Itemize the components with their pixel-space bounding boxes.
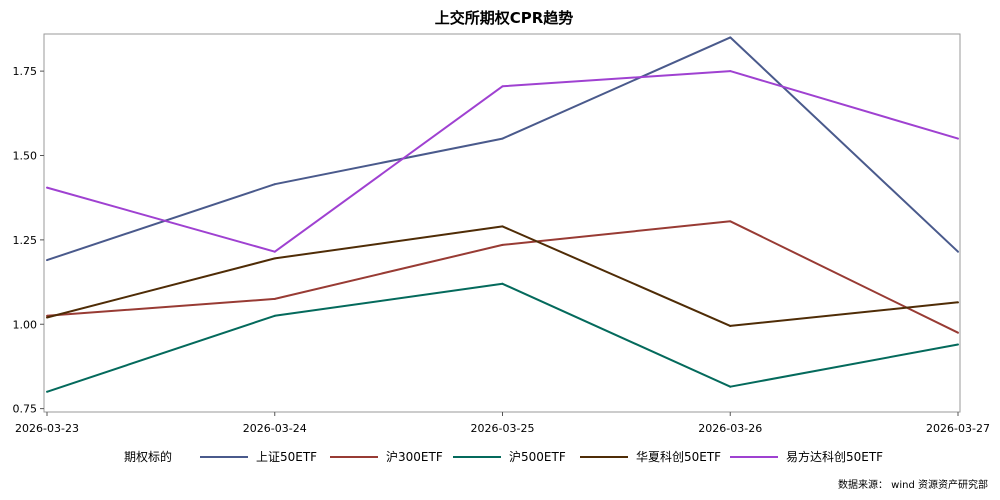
x-tick-label: 2026-03-23 [15,422,79,435]
y-tick-label: 0.75 [13,403,38,416]
series-line-3 [46,282,959,393]
y-tick-label: 1.00 [13,318,38,331]
data-point [46,186,48,189]
data-point [957,301,959,304]
legend-item-label: 上证50ETF [256,450,317,464]
data-point [46,314,48,317]
y-tick-label: 1.25 [13,234,38,247]
data-point [957,343,959,346]
legend-item-label: 易方达科创50ETF [786,449,883,464]
y-tick-label: 1.50 [13,150,38,163]
x-tick-label: 2026-03-25 [471,422,535,435]
y-tick-label: 1.75 [13,65,38,78]
data-point [501,225,504,228]
data-point [729,324,732,327]
legend-item-label: 沪300ETF [386,450,443,464]
data-point [957,250,959,253]
data-point [273,250,276,253]
data-point [729,70,732,73]
data-point [501,137,504,140]
series-line-5 [46,70,959,253]
series-lines [46,36,959,393]
data-point [46,259,48,262]
data-point [957,331,959,334]
y-axis: 0.75 1.00 1.25 1.50 1.75 [13,65,44,416]
data-point [729,220,732,223]
data-point [501,85,504,88]
x-tick-label: 2026-03-27 [926,422,990,435]
chart-title: 上交所期权CPR趋势 [435,9,574,27]
data-point [501,282,504,285]
x-tick-label: 2026-03-24 [243,422,307,435]
data-point [957,137,959,140]
legend: 期权标的 上证50ETF 沪300ETF 沪500ETF 华夏科创50ETF 易方达科创… [124,449,883,464]
legend-title: 期权标的 [124,449,172,464]
data-point [729,36,732,39]
data-point [273,314,276,317]
data-point [729,385,732,388]
data-point [273,297,276,300]
x-tick-label: 2026-03-26 [698,422,762,435]
data-point [273,257,276,260]
data-point [273,183,276,186]
source-note: 数据来源： wind 资源资产研究部 [838,478,988,491]
x-axis: 2026-03-23 2026-03-24 2026-03-25 2026-03-26… [15,412,990,435]
legend-item-label: 沪500ETF [509,450,566,464]
data-point [46,316,48,319]
data-point [46,390,48,393]
data-point [501,243,504,246]
legend-item-label: 华夏科创50ETF [636,450,721,464]
plot-frame [43,33,961,413]
series-line-4 [46,225,959,327]
